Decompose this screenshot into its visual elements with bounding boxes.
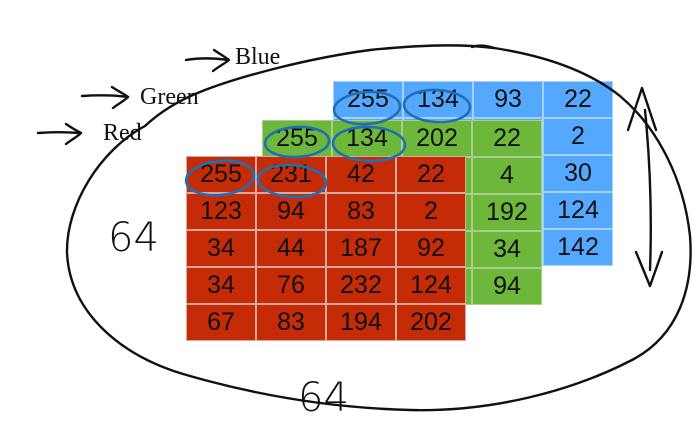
red-cell: 76 <box>256 267 326 304</box>
red-cell: 187 <box>326 230 396 267</box>
green-cell: 192 <box>472 194 542 231</box>
red-cell: 92 <box>396 230 466 267</box>
red-cell: 42 <box>326 156 396 193</box>
green-cell: 4 <box>472 157 542 194</box>
red-cell: 2 <box>396 193 466 230</box>
red-cell: 194 <box>326 304 396 341</box>
red-cell: 231 <box>256 156 326 193</box>
red-cell: 34 <box>186 230 256 267</box>
red-cell: 124 <box>396 267 466 304</box>
red-cell: 202 <box>396 304 466 341</box>
red-cell: 83 <box>256 304 326 341</box>
red-cell: 83 <box>326 193 396 230</box>
arrow-icon <box>184 48 231 73</box>
red-cell: 67 <box>186 304 256 341</box>
red-channel-matrix: 255 231 42 22 123 94 83 2 34 44 187 92 34 76 232 124 67 8… <box>186 156 466 341</box>
green-cell: 255 <box>262 120 332 157</box>
green-channel-label: Green <box>140 84 199 110</box>
red-cell: 123 <box>186 193 256 230</box>
red-cell: 94 <box>256 193 326 230</box>
red-cell: 255 <box>186 156 256 193</box>
blue-cell: 142 <box>543 229 613 266</box>
green-cell: 22 <box>472 120 542 157</box>
green-cell: 134 <box>332 120 402 157</box>
arrow-icon <box>80 85 130 110</box>
blue-cell: 93 <box>473 81 543 118</box>
blue-cell: 124 <box>543 192 613 229</box>
blue-cell: 255 <box>333 81 403 118</box>
blue-channel-label: Blue <box>235 44 281 70</box>
red-cell: 34 <box>186 267 256 304</box>
blue-cell: 134 <box>403 81 473 118</box>
width-annotation: 64 <box>298 375 349 421</box>
green-cell: 34 <box>472 231 542 268</box>
arrow-icon <box>36 122 83 146</box>
green-cell: 202 <box>402 120 472 157</box>
blue-cell: 2 <box>543 118 613 155</box>
red-cell: 44 <box>256 230 326 267</box>
red-cell: 232 <box>326 267 396 304</box>
double-arrow-icon <box>626 86 664 288</box>
blue-cell: 22 <box>543 81 613 118</box>
blue-cell: 30 <box>543 155 613 192</box>
red-cell: 22 <box>396 156 466 193</box>
height-annotation: 64 <box>108 215 159 261</box>
green-cell: 94 <box>472 268 542 305</box>
red-channel-label: Red <box>103 120 142 146</box>
